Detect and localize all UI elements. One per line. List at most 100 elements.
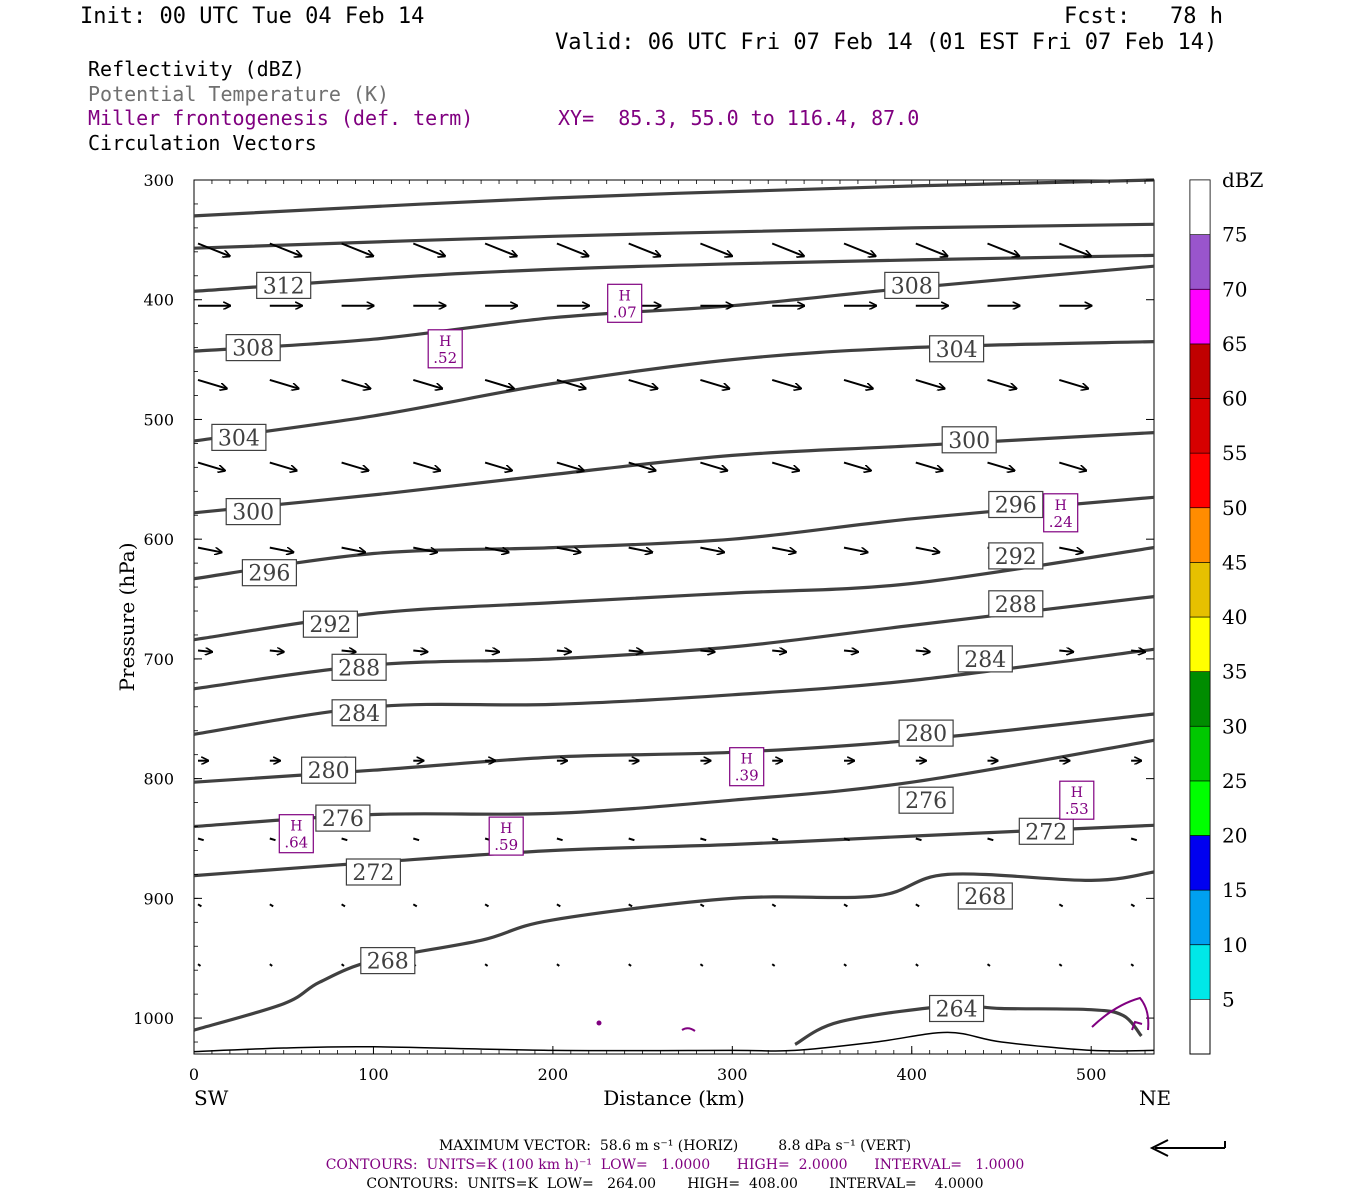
theta-label-box [957, 645, 1013, 673]
circulation-vector [772, 546, 796, 553]
circulation-vector [197, 546, 222, 553]
circulation-vector [341, 837, 348, 842]
frontogenesis-maximum: H.24 [1043, 493, 1079, 533]
theta-label: 292 [988, 542, 1044, 570]
frontogenesis-box [1059, 780, 1095, 820]
y-tick-label: 500 [143, 410, 174, 429]
circulation-vector [699, 963, 704, 967]
theta-label-text: 272 [352, 861, 394, 886]
circulation-vector [413, 461, 440, 471]
max-vector-note: MAXIMUM VECTOR: 58.6 m s⁻¹ (HORIZ) 8.8 d… [438, 1138, 912, 1154]
circulation-vector [269, 546, 294, 553]
frontogenesis-value: .39 [735, 767, 759, 785]
x-tick-label: 400 [896, 1065, 927, 1084]
theta-label: 264 [928, 994, 985, 1023]
colorbar-label: 5 [1222, 987, 1235, 1011]
theta-label: 284 [957, 645, 1013, 673]
circulation-vector [843, 651, 858, 652]
circulation-vector [628, 461, 656, 471]
theta-label-text: 304 [218, 426, 260, 451]
theta-label: 288 [331, 653, 387, 681]
theta-label: 272 [345, 858, 401, 886]
theta-label: 280 [898, 719, 954, 747]
frontogenesis-contour-note: CONTOURS: UNITS=K (100 km h)⁻¹ LOW= 1.00… [325, 1157, 1025, 1173]
circulation-vector [1058, 903, 1064, 908]
circulation-vector [843, 242, 876, 257]
y-tick-label: 1000 [133, 1009, 174, 1028]
circulation-vector [915, 837, 922, 842]
circulation-vector [556, 651, 571, 652]
terrain-line [193, 1031, 1155, 1053]
circulation-vector [269, 837, 276, 842]
circulation-vector [843, 546, 868, 553]
frontogenesis-box [488, 816, 524, 856]
theta-contour-316 [193, 178, 1155, 218]
theta-label-text: 308 [232, 337, 274, 362]
theta-label-box [884, 271, 940, 299]
theta-label-text: 280 [308, 759, 350, 784]
circulation-vector [1059, 461, 1086, 471]
circulation-vector [341, 461, 369, 471]
circulation-vector [771, 963, 776, 967]
theta-label-text: 284 [338, 702, 380, 727]
colorbar-label: 75 [1222, 223, 1247, 247]
colorbar-swatch [1189, 343, 1211, 399]
theta-contour-310 [193, 253, 1155, 293]
theta-label-box [331, 699, 387, 727]
theta-label-text: 268 [964, 885, 1006, 910]
circulation-vector [700, 651, 714, 652]
theta-label-box [241, 559, 297, 587]
y-tick-label: 600 [143, 530, 174, 549]
frontogenesis-mark: H [290, 819, 302, 835]
circulation-vector [413, 546, 437, 553]
circulation-vector [197, 378, 227, 389]
theta-label-box [988, 490, 1044, 519]
circulation-vector [915, 963, 919, 967]
y-tick-label: 900 [143, 889, 174, 908]
colorbar-label: 40 [1222, 605, 1247, 629]
circulation-vector [197, 461, 225, 471]
legend-potential-temperature: Potential Temperature (K) [88, 82, 390, 106]
theta-label: 284 [331, 699, 387, 727]
circulation-vector [269, 903, 274, 908]
theta-label-text: 292 [309, 613, 351, 638]
y-tick-label: 400 [143, 291, 174, 310]
frontogenesis-mark: H [1071, 785, 1083, 801]
circulation-vector [915, 651, 930, 652]
frontogenesis-mark: H [619, 288, 631, 304]
cross-section-endpoints: XY= 85.3, 55.0 to 116.4, 87.0 [558, 106, 920, 130]
frontogenesis-box [1043, 493, 1079, 533]
colorbar-label: 20 [1222, 824, 1247, 848]
circulation-vector [556, 837, 563, 842]
colorbar-label: 35 [1222, 660, 1247, 684]
frontogenesis-value: .59 [494, 836, 518, 854]
circulation-vector [843, 461, 871, 471]
circulation-vector [341, 242, 374, 257]
circulation-vector [843, 903, 848, 908]
circulation-vector [915, 461, 943, 471]
colorbar-swatch [1189, 288, 1211, 345]
circulation-vector [341, 546, 366, 553]
colorbar-label: 45 [1222, 550, 1247, 574]
circulation-vector [556, 963, 560, 967]
circulation-vector [987, 242, 1020, 257]
colorbar-label: 50 [1222, 496, 1247, 520]
colorbar-label: 55 [1222, 441, 1247, 465]
circulation-vector [1059, 546, 1083, 553]
circulation-vector [484, 378, 514, 389]
frontogenesis-box [278, 814, 314, 854]
theta-label-text: 284 [964, 648, 1006, 673]
circulation-vector [556, 903, 561, 908]
theta-contour-308 [193, 264, 1155, 353]
theta-label: 304 [211, 423, 267, 451]
theta-label-box [898, 719, 954, 747]
colorbar-swatch [1189, 616, 1211, 672]
theta-label: 288 [988, 590, 1044, 618]
theta-label: 268 [957, 882, 1013, 910]
colorbar-swatch [1189, 179, 1211, 235]
theta-label-box [225, 498, 281, 526]
theta-label-box [302, 610, 358, 638]
circulation-vector [197, 242, 230, 257]
legend-miller-frontogenesis: Miller frontogenesis (def. term) [88, 106, 474, 130]
